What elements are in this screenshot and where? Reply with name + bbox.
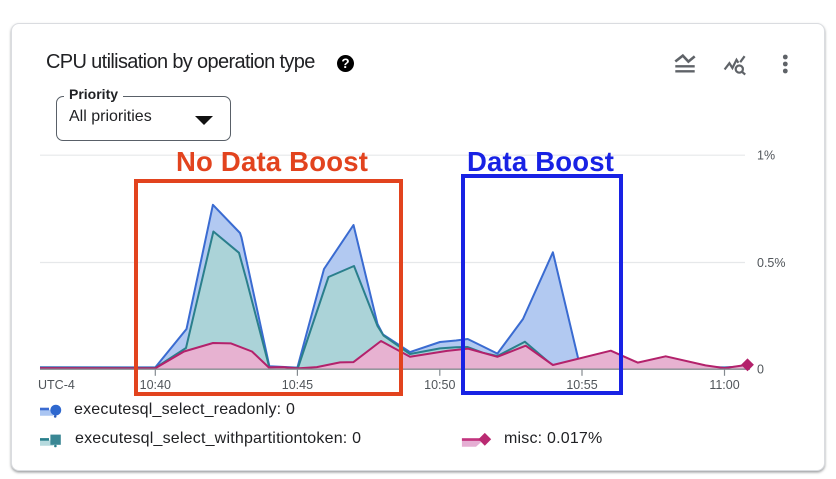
svg-text:10:50: 10:50 bbox=[424, 378, 455, 392]
svg-text:UTC-4: UTC-4 bbox=[38, 378, 75, 392]
svg-text:10:45: 10:45 bbox=[282, 378, 313, 392]
svg-text:0: 0 bbox=[757, 363, 764, 377]
svg-text:10:55: 10:55 bbox=[566, 378, 597, 392]
svg-text:10:40: 10:40 bbox=[140, 378, 171, 392]
svg-text:1%: 1% bbox=[757, 149, 775, 163]
svg-text:0.5%: 0.5% bbox=[757, 256, 786, 270]
svg-text:11:00: 11:00 bbox=[709, 378, 739, 392]
